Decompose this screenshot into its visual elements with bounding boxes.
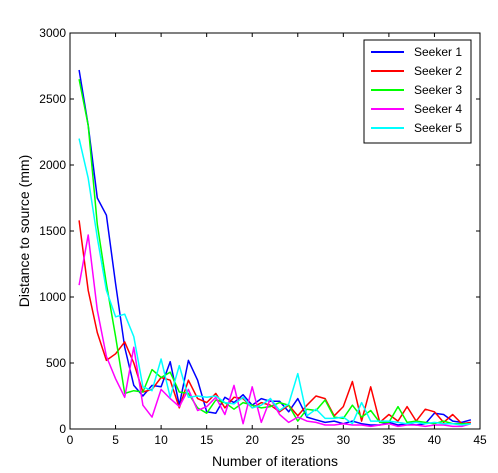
x-tick-group: 0 5 10 15 20 25 30 35 40 45 bbox=[67, 33, 487, 447]
x-tick-label: 35 bbox=[382, 433, 396, 447]
legend-label-5: Seeker 5 bbox=[414, 121, 462, 135]
series-line-4 bbox=[78, 234, 472, 428]
x-tick-label: 30 bbox=[337, 433, 351, 447]
y-tick-label: 1000 bbox=[39, 290, 66, 304]
legend-label-4: Seeker 4 bbox=[414, 102, 462, 116]
legend-label-1: Seeker 1 bbox=[414, 45, 462, 59]
x-tick-label: 40 bbox=[428, 433, 442, 447]
legend-label-3: Seeker 3 bbox=[414, 83, 462, 97]
x-tick-label: 10 bbox=[154, 433, 168, 447]
y-tick-label: 2500 bbox=[39, 92, 66, 106]
legend-label-2: Seeker 2 bbox=[414, 64, 462, 78]
x-tick-label: 0 bbox=[67, 433, 74, 447]
legend: Seeker 1 Seeker 2 Seeker 3 Seeker 4 Seeker 5 bbox=[363, 39, 472, 144]
y-tick-label: 3000 bbox=[39, 26, 66, 40]
y-tick-label: 1500 bbox=[39, 224, 66, 238]
series-group bbox=[78, 69, 472, 428]
y-axis-label: Distance to source (mm) bbox=[16, 155, 32, 307]
x-tick-label: 20 bbox=[246, 433, 260, 447]
y-tick-label: 0 bbox=[59, 422, 66, 436]
series-line-5 bbox=[78, 138, 472, 426]
series-line-2 bbox=[78, 220, 472, 425]
y-tick-group: 0 500 1000 1500 2000 2500 3000 bbox=[39, 26, 480, 436]
y-tick-label: 2000 bbox=[39, 158, 66, 172]
x-tick-label: 15 bbox=[200, 433, 214, 447]
plot-frame bbox=[69, 32, 481, 430]
y-tick-label: 500 bbox=[46, 356, 66, 370]
x-tick-label: 45 bbox=[473, 433, 487, 447]
x-tick-label: 25 bbox=[291, 433, 305, 447]
legend-box bbox=[363, 39, 472, 144]
x-axis-label: Number of iterations bbox=[212, 453, 338, 469]
x-tick-label: 5 bbox=[112, 433, 119, 447]
